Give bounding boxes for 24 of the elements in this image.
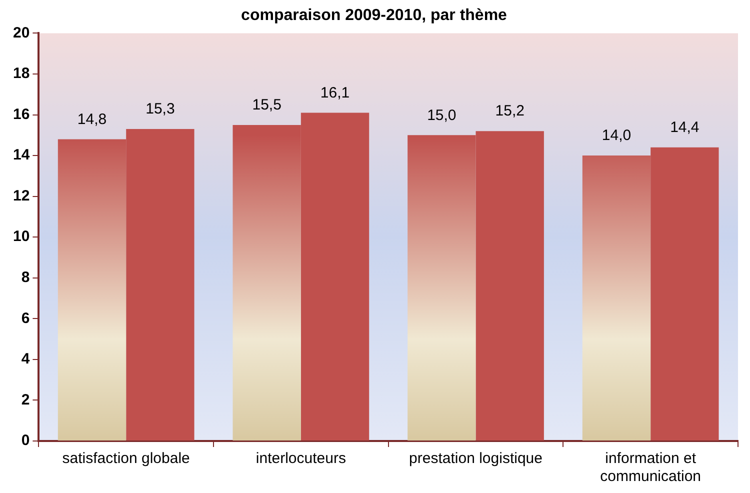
data-label: 14,8 <box>77 110 107 128</box>
y-tick-label: 0 <box>21 432 30 450</box>
y-tick-label: 16 <box>12 106 30 123</box>
x-tick-label: satisfaction globale <box>62 450 190 468</box>
y-tick-label: 18 <box>12 65 30 82</box>
data-label: 16,1 <box>320 84 350 102</box>
data-label: 14,0 <box>602 127 632 144</box>
y-tick-label: 4 <box>21 350 30 368</box>
data-label: 15,5 <box>252 96 282 114</box>
y-tick-label: 2 <box>21 391 30 408</box>
x-tick-label: interlocuteurs <box>256 450 346 468</box>
y-tick-label: 6 <box>21 310 30 327</box>
y-tick-label: 14 <box>12 146 30 164</box>
y-tick-label: 12 <box>12 187 30 204</box>
data-label: 14,4 <box>670 119 700 136</box>
chart-title: comparaison 2009-2010, par thème <box>241 7 508 24</box>
y-tick-label: 20 <box>12 24 30 42</box>
data-label: 15,2 <box>495 102 524 120</box>
x-tick-label: information et communication <box>600 450 702 486</box>
data-label: 15,3 <box>146 100 175 118</box>
data-label: 15,0 <box>427 106 456 124</box>
x-tick-label: prestation logistique <box>409 450 542 468</box>
y-tick-label: 10 <box>12 228 30 246</box>
y-tick-label: 8 <box>21 269 30 286</box>
